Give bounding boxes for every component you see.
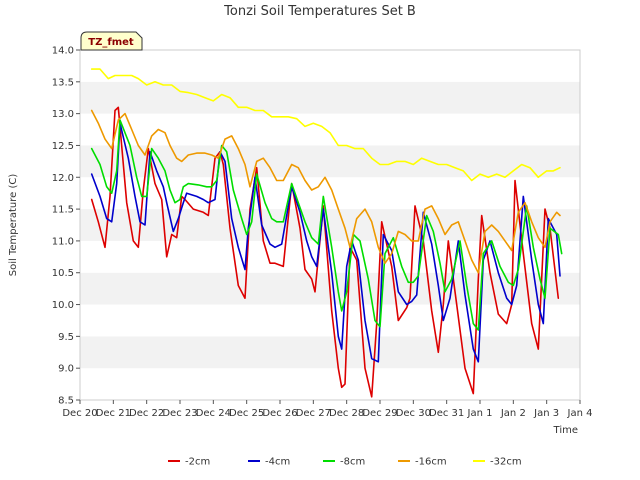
legend-label: -16cm <box>415 457 447 468</box>
grid-band <box>80 145 580 178</box>
series-line-4cm <box>90 122 561 363</box>
x-tick-label: Dec 26 <box>262 408 297 419</box>
chart-title: Tonzi Soil Temperatures Set B <box>223 4 416 19</box>
x-tick-label: Dec 23 <box>162 408 197 419</box>
y-tick-label: 11.5 <box>52 205 74 216</box>
y-axis-title: Soil Temperature (C) <box>8 174 19 277</box>
plot-grid-bands <box>80 50 580 400</box>
x-tick-label: Dec 22 <box>129 408 164 419</box>
x-tick-label: Dec 28 <box>329 408 364 419</box>
legend-label: -32cm <box>490 457 522 468</box>
legend-label: -8cm <box>340 457 365 468</box>
series-lines <box>90 68 563 398</box>
grid-band <box>80 50 580 82</box>
series-line-16cm <box>90 109 561 274</box>
y-tick-label: 12.5 <box>52 141 74 152</box>
legend-label: -2cm <box>185 457 210 468</box>
grid-band <box>80 368 580 400</box>
y-tick-label: 14.0 <box>52 46 74 57</box>
x-tick-label: Jan 2 <box>500 408 526 419</box>
y-tick-label: 9.5 <box>58 332 74 343</box>
x-tick-label: Jan 3 <box>533 408 559 419</box>
y-tick-label: 13.5 <box>52 77 74 88</box>
x-tick-label: Jan 4 <box>567 408 593 419</box>
x-tick-label: Dec 20 <box>62 408 97 419</box>
y-tick-label: 10.5 <box>52 268 74 279</box>
legend-label: -4cm <box>265 457 290 468</box>
grid-band <box>80 81 580 114</box>
grid-band <box>80 304 580 337</box>
legend: -2cm -4cm -8cm -16cm -32cm <box>168 457 522 468</box>
x-tick-label: Dec 24 <box>196 408 231 419</box>
grid-band <box>80 336 580 369</box>
grid-band <box>80 113 580 146</box>
y-axis-ticks: 8.5 9.0 9.5 10.0 10.5 11.0 11.5 12.0 12.5 13.0 13.… <box>52 46 80 407</box>
x-axis-title: Time <box>553 425 578 436</box>
x-tick-label: Dec 31 <box>429 408 464 419</box>
y-tick-label: 13.0 <box>52 109 74 120</box>
x-tick-label: Dec 30 <box>396 408 431 419</box>
series-line-8cm <box>90 119 563 331</box>
grid-band <box>80 177 580 210</box>
station-badge-box <box>80 31 143 51</box>
x-tick-label: Dec 27 <box>296 408 331 419</box>
series-line-2cm <box>90 106 560 398</box>
x-tick-label: Dec 25 <box>229 408 264 419</box>
y-tick-label: 10.0 <box>52 300 74 311</box>
series-line-32cm <box>90 68 561 182</box>
x-tick-label: Dec 29 <box>362 408 397 419</box>
x-tick-label: Dec 21 <box>96 408 131 419</box>
y-tick-label: 9.0 <box>58 364 74 375</box>
station-badge-label: TZ_fmet <box>88 37 134 48</box>
x-tick-label: Jan 1 <box>467 408 493 419</box>
plot-area-frame <box>79 49 581 401</box>
y-tick-label: 12.0 <box>52 173 74 184</box>
y-tick-label: 11.0 <box>52 236 74 247</box>
station-badge: TZ_fmet <box>80 31 143 51</box>
y-tick-label: 8.5 <box>58 396 74 407</box>
